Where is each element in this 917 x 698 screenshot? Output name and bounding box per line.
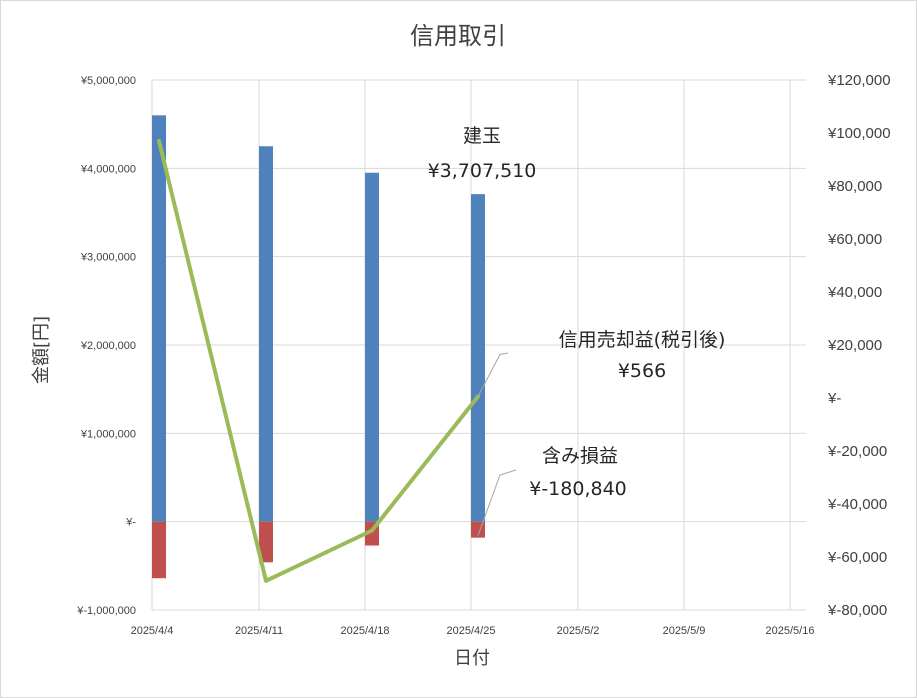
right-tick-4: ¥40,000 (827, 284, 882, 301)
right-tick-6: ¥- (827, 390, 841, 407)
x-tick-6: 2025/5/16 (766, 625, 815, 637)
x-tick-2: 2025/4/18 (341, 625, 390, 637)
left-tick-6: ¥-1,000,000 (76, 605, 136, 617)
leader-realized-profit (477, 352, 509, 397)
bar-position-3 (471, 194, 485, 522)
left-tick-0: ¥5,000,000 (80, 75, 136, 87)
line-realized-profit (157, 138, 480, 583)
callout-unrealized-pl-value: ¥-180,840 (529, 478, 627, 500)
left-tick-5: ¥- (125, 517, 136, 529)
x-axis-ticks: 2025/4/4 2025/4/11 2025/4/18 2025/4/25 2025/… (131, 625, 815, 637)
y-axis-title: 金額[円] (31, 316, 52, 384)
right-tick-2: ¥80,000 (827, 178, 882, 195)
left-axis-ticks: ¥5,000,000 ¥4,000,000 ¥3,000,000 ¥2,000,000… (76, 75, 136, 617)
x-tick-5: 2025/5/9 (663, 625, 706, 637)
callout-position-name: 建玉 (463, 125, 501, 147)
x-tick-3: 2025/4/25 (447, 625, 496, 637)
left-tick-2: ¥3,000,000 (80, 252, 136, 264)
right-axis-ticks: ¥120,000 ¥100,000 ¥80,000 ¥60,000 ¥40,000 ¥20… (827, 72, 891, 619)
line-series (157, 138, 480, 583)
bar-position-0 (152, 115, 166, 522)
bar-unrealized-pl-1 (259, 521, 273, 563)
bar-position-2 (365, 172, 379, 522)
right-tick-1: ¥100,000 (827, 125, 891, 142)
chart-title: 信用取引 (410, 22, 506, 50)
bar-series (152, 115, 485, 579)
callout-realized-profit-name: 信用売却益(税引後) (559, 329, 726, 351)
right-tick-8: ¥-40,000 (827, 496, 887, 513)
bar-unrealized-pl-0 (152, 521, 166, 579)
left-tick-3: ¥2,000,000 (80, 340, 136, 352)
leader-unrealized-pl (477, 469, 517, 536)
x-tick-1: 2025/4/11 (235, 625, 283, 637)
right-tick-0: ¥120,000 (827, 72, 891, 89)
right-tick-9: ¥-60,000 (827, 549, 887, 566)
callout-unrealized-pl-name: 含み損益 (542, 445, 618, 467)
left-tick-4: ¥1,000,000 (80, 428, 136, 440)
x-tick-4: 2025/5/2 (557, 625, 600, 637)
callout-realized-profit-value: ¥566 (618, 360, 666, 382)
right-tick-5: ¥20,000 (827, 337, 882, 354)
x-tick-0: 2025/4/4 (131, 625, 174, 637)
left-tick-1: ¥4,000,000 (80, 163, 136, 175)
right-tick-7: ¥-20,000 (827, 443, 887, 460)
right-tick-10: ¥-80,000 (827, 602, 887, 619)
bar-position-1 (259, 146, 273, 522)
leader-lines (477, 352, 517, 536)
right-tick-3: ¥60,000 (827, 231, 882, 248)
callout-position-value: ¥3,707,510 (428, 160, 537, 182)
x-axis-title: 日付 (454, 648, 490, 669)
